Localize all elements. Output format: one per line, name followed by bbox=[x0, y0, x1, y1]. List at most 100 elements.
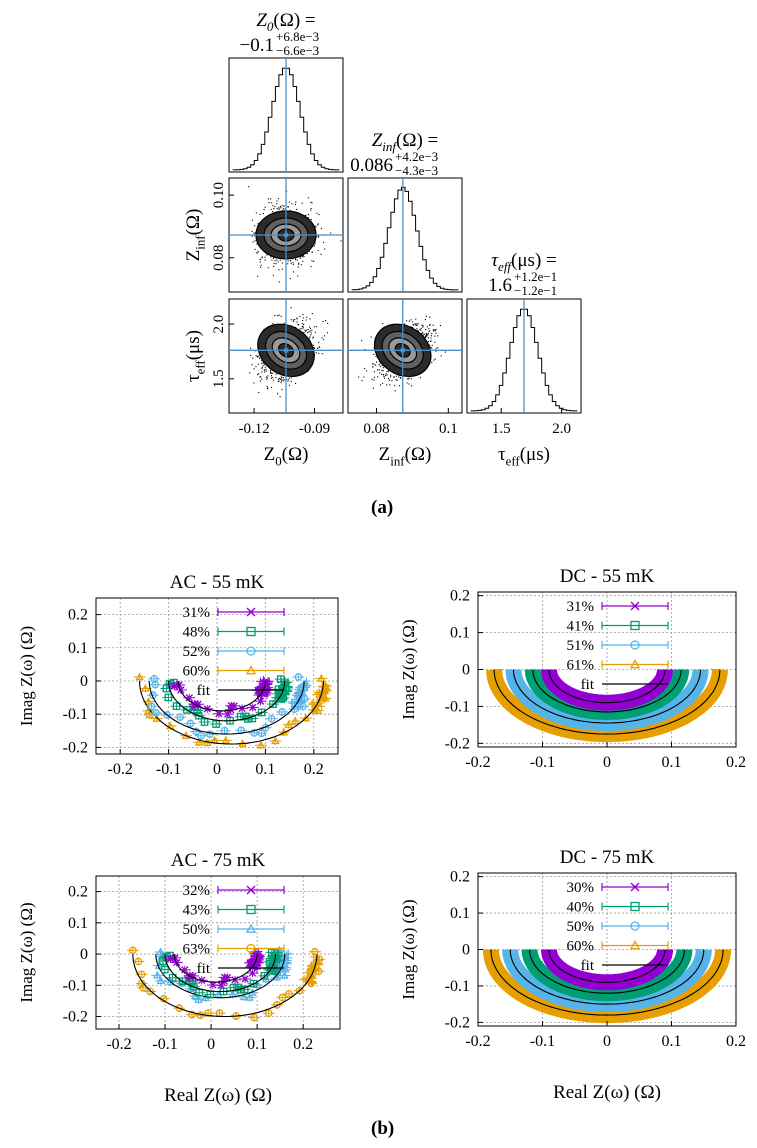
x-tick-label: -0.2 bbox=[106, 1036, 131, 1053]
x-tick-label: 0.1 bbox=[662, 1033, 682, 1050]
legend: 31% 41% 51% 61% fit bbox=[567, 599, 669, 693]
series-52pct bbox=[145, 673, 312, 740]
data-band bbox=[541, 669, 673, 711]
x-tick-label: 0.1 bbox=[255, 761, 275, 778]
legend-item-61pct: 61% bbox=[567, 658, 669, 674]
x-tick-label: -0.1 bbox=[156, 761, 181, 778]
legend-label: 48% bbox=[183, 625, 211, 641]
y-tick-label: -0.1 bbox=[63, 977, 88, 994]
x-tick-label: -0.1 bbox=[152, 1036, 177, 1053]
fit-curve bbox=[164, 954, 277, 993]
title-minus: −1.2e−1 bbox=[514, 283, 557, 298]
nyquist-panel-dc-55-mk: DC - 55 mK -0.2 -0.1 0 0.1 0.2 0.2 0.1 0 -0.1 -0.2… bbox=[399, 566, 746, 771]
legend-label: 50% bbox=[183, 922, 211, 938]
legend-label: 43% bbox=[183, 903, 211, 919]
histogram-steps bbox=[351, 186, 459, 291]
param-title-Z0: Z0(Ω) =−0.1 +6.8e−3−6.6e−3 bbox=[240, 10, 320, 58]
title-minus: −6.6e−3 bbox=[276, 43, 319, 58]
panel-title: AC - 75 mK bbox=[171, 850, 266, 871]
y-axis-label: Imag Z(ω) (Ω) bbox=[399, 899, 418, 999]
panel-title: DC - 75 mK bbox=[560, 847, 655, 868]
param-title-tau_eff: τeff(μs) =1.6 +1.2e−1−1.2e−1 bbox=[488, 250, 557, 298]
legend-label: 30% bbox=[567, 880, 595, 896]
x-axis-label: Real Z(ω) (Ω) bbox=[164, 1085, 272, 1106]
legend: 32% 43% 50% 63% fit bbox=[183, 883, 285, 977]
fit-curve bbox=[529, 949, 685, 994]
legend-item-51pct: 51% bbox=[567, 638, 669, 654]
legend-label: 63% bbox=[183, 942, 211, 958]
x-tick-label: -0.12 bbox=[238, 421, 269, 437]
y-tick-label: 0.2 bbox=[450, 869, 470, 886]
marker-point bbox=[283, 232, 289, 238]
x-tick-label: 1.5 bbox=[492, 421, 511, 437]
legend-label: fit bbox=[581, 677, 595, 693]
legend-label: 41% bbox=[567, 619, 595, 635]
histogram-panel-2 bbox=[347, 177, 463, 293]
x-axis-label: Z0(Ω) bbox=[264, 444, 309, 469]
title-value: 1.6 bbox=[488, 275, 512, 296]
title-line1: τeff(μs) = bbox=[491, 250, 557, 274]
y-tick-label: 0.2 bbox=[450, 588, 470, 605]
legend-label: 31% bbox=[567, 599, 595, 615]
y-tick-label: 0.10 bbox=[211, 182, 227, 208]
y-tick-label: 1.5 bbox=[211, 369, 227, 388]
marker-point bbox=[400, 347, 406, 353]
legend-item-52pct: 52% bbox=[183, 644, 285, 660]
legend-label: fit bbox=[197, 683, 211, 699]
legend-item-60pct: 60% bbox=[567, 939, 669, 955]
legend-label: 50% bbox=[567, 919, 595, 935]
y-tick-label: -0.1 bbox=[445, 698, 470, 715]
x-tick-label: -0.2 bbox=[465, 1033, 490, 1050]
series-31pct bbox=[541, 669, 673, 711]
caption-b: (b) bbox=[371, 1118, 395, 1139]
legend-item-fit: fit bbox=[581, 958, 668, 974]
panel-title: DC - 55 mK bbox=[560, 566, 655, 587]
panel-frame bbox=[347, 177, 463, 293]
y-tick-label: -0.2 bbox=[63, 1009, 88, 1026]
legend-item-30pct: 30% bbox=[567, 880, 669, 896]
fit-curve bbox=[490, 949, 724, 1016]
title-plus: +4.2e−3 bbox=[395, 149, 438, 164]
y-axis-label: τeff(μs) bbox=[183, 330, 208, 382]
legend-item-63pct: 63% bbox=[183, 942, 285, 958]
x-tick-label: -0.2 bbox=[465, 754, 490, 771]
legend-item-48pct: 48% bbox=[183, 625, 285, 641]
fit-curve bbox=[532, 669, 682, 713]
y-tick-label: 0.1 bbox=[68, 640, 88, 657]
x-tick-label: 0.08 bbox=[363, 421, 389, 437]
x-tick-label: -0.09 bbox=[299, 421, 330, 437]
y-tick-label: -0.2 bbox=[445, 735, 470, 752]
x-axis-label: Real Z(ω) (Ω) bbox=[553, 1082, 661, 1103]
title-minus: −4.3e−3 bbox=[395, 163, 438, 178]
legend-label: 40% bbox=[567, 900, 595, 916]
y-tick-label: -0.1 bbox=[63, 706, 88, 723]
x-tick-label: 0.2 bbox=[304, 761, 324, 778]
y-tick-label: 0.1 bbox=[450, 905, 470, 922]
fit-curve bbox=[148, 680, 305, 735]
y-tick-label: -0.1 bbox=[445, 978, 470, 995]
y-tick-label: 0.2 bbox=[68, 884, 88, 901]
title-line1: Zinf(Ω) = bbox=[372, 130, 439, 154]
nyquist-panel-ac-75-mk: AC - 75 mK -0.2 -0.1 0 0.1 0.2 0.2 0.1 0 -0.1 -0.2… bbox=[17, 850, 341, 1106]
y-tick-label: 0.1 bbox=[450, 625, 470, 642]
legend-label: 60% bbox=[567, 939, 595, 955]
legend-label: 51% bbox=[567, 638, 595, 654]
panel-title: AC - 55 mK bbox=[170, 572, 265, 593]
nyquist-panel-dc-75-mk: DC - 75 mK -0.2 -0.1 0 0.1 0.2 0.2 0.1 0 -0.1 -0.2… bbox=[399, 847, 746, 1103]
legend: 30% 40% 50% 60% fit bbox=[567, 880, 669, 974]
y-axis-label: Zinf(Ω) bbox=[183, 209, 208, 262]
x-tick-label: 0.1 bbox=[247, 1036, 267, 1053]
histogram-panel-0 bbox=[228, 57, 344, 173]
title-value: −0.1 bbox=[240, 35, 274, 56]
plot-frame bbox=[95, 875, 341, 1030]
legend-item-fit: fit bbox=[197, 961, 284, 977]
x-axis-label: τeff(μs) bbox=[498, 444, 550, 469]
y-axis-label: Imag Z(ω) (Ω) bbox=[399, 619, 418, 719]
density-panel-3 bbox=[228, 298, 344, 414]
density-panel-4 bbox=[347, 298, 463, 414]
legend-label: 60% bbox=[183, 664, 211, 680]
param-title-Zinf: Zinf(Ω) =0.086 +4.2e−3−4.3e−3 bbox=[350, 130, 438, 178]
y-tick-label: 2.0 bbox=[211, 315, 227, 334]
legend-label: 61% bbox=[567, 658, 595, 674]
legend-item-41pct: 41% bbox=[567, 619, 669, 635]
